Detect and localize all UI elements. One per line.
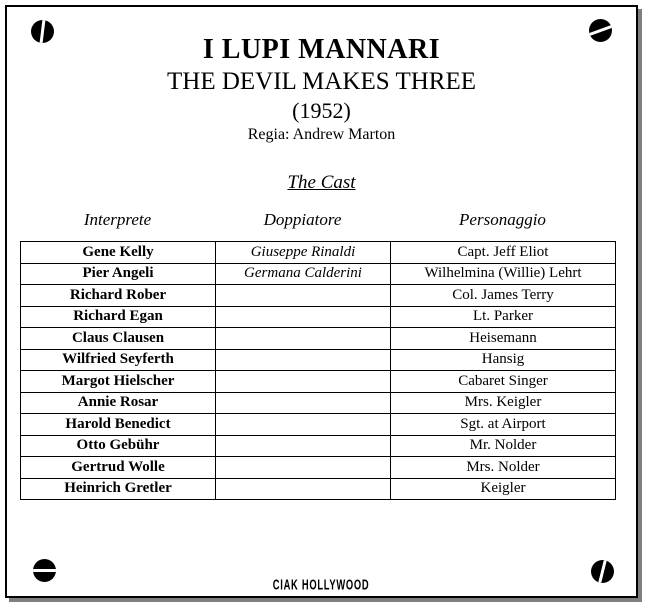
screw-icon-bottom-left [33,559,56,582]
cell-personaggio: Sgt. at Airport [390,413,616,436]
cell-personaggio: Mrs. Nolder [390,456,616,479]
cell-personaggio: Capt. Jeff Eliot [390,241,616,264]
cell-doppiatore [215,348,391,371]
cell-personaggio: Hansig [390,348,616,371]
cell-interprete: Margot Hielscher [20,370,216,393]
screw-icon-top-left [31,20,54,43]
movie-title-english: THE DEVIL MAKES THREE [167,68,476,95]
cast-table: Gene Kelly Giuseppe Rinaldi Capt. Jeff Eli… [20,241,616,500]
cell-personaggio: Col. James Terry [390,284,616,307]
cell-interprete: Harold Benedict [20,413,216,436]
table-column-headers: Interprete Doppiatore Personaggio [20,209,615,231]
cell-doppiatore [215,434,391,457]
cell-doppiatore [215,456,391,479]
cell-interprete: Gertrud Wolle [20,456,216,479]
cell-doppiatore [215,477,391,500]
cast-table-row: Heinrich Gretler Keigler [20,477,616,500]
cast-table-row: Richard Rober Col. James Terry [20,284,616,307]
cell-doppiatore [215,327,391,350]
cell-interprete: Richard Egan [20,305,216,328]
director-credit: Regia: Andrew Marton [247,126,396,143]
cell-doppiatore [215,413,391,436]
screw-icon-top-right [589,19,612,42]
cell-personaggio: Heisemann [390,327,616,350]
screw-icon-bottom-right [591,560,614,583]
cell-personaggio: Cabaret Singer [390,370,616,393]
cell-personaggio: Wilhelmina (Willie) Lehrt [390,262,616,285]
cell-doppiatore: Giuseppe Rinaldi [215,241,391,264]
cast-table-row: Margot Hielscher Cabaret Singer [20,370,616,393]
cast-table-body: Gene Kelly Giuseppe Rinaldi Capt. Jeff Eli… [20,241,616,500]
cell-doppiatore [215,391,391,414]
cell-interprete: Gene Kelly [20,241,216,264]
cell-personaggio: Keigler [390,477,616,500]
cast-table-row: Gertrud Wolle Mrs. Nolder [20,456,616,479]
column-header-interprete: Interprete [83,210,152,229]
cell-doppiatore [215,305,391,328]
cast-table-row: Wilfried Seyferth Hansig [20,348,616,371]
cast-table-row: Annie Rosar Mrs. Keigler [20,391,616,414]
movie-year: (1952) [292,98,351,123]
cell-personaggio: Mr. Nolder [390,434,616,457]
cast-table-row: Gene Kelly Giuseppe Rinaldi Capt. Jeff Eli… [20,241,616,264]
cast-table-row: Claus Clausen Heisemann [20,327,616,350]
cell-interprete: Claus Clausen [20,327,216,350]
cast-table-row: Otto Gebühr Mr. Nolder [20,434,616,457]
cell-personaggio: Mrs. Keigler [390,391,616,414]
footer-logo-text: CIAK HOLLYWOOD [273,575,370,594]
movie-title-italian: I LUPI MANNARI [202,34,441,65]
cast-table-row: Pier Angeli Germana Calderini Wilhelmina (… [20,262,616,285]
cell-doppiatore [215,370,391,393]
cell-doppiatore: Germana Calderini [215,262,391,285]
cell-personaggio: Lt. Parker [390,305,616,328]
cell-doppiatore [215,284,391,307]
cell-interprete: Wilfried Seyferth [20,348,216,371]
credits-card: I LUPI MANNARI THE DEVIL MAKES THREE (19… [5,5,638,598]
column-header-doppiatore: Doppiatore [263,210,342,229]
cast-table-row: Harold Benedict Sgt. at Airport [20,413,616,436]
cast-table-row: Richard Egan Lt. Parker [20,305,616,328]
cast-section-heading: The Cast [287,172,356,193]
cell-interprete: Richard Rober [20,284,216,307]
column-header-personaggio: Personaggio [459,210,546,229]
cell-interprete: Otto Gebühr [20,434,216,457]
cell-interprete: Annie Rosar [20,391,216,414]
footer-logo: CIAK HOLLYWOOD [7,576,636,594]
cell-interprete: Heinrich Gretler [20,477,216,500]
cell-interprete: Pier Angeli [20,262,216,285]
